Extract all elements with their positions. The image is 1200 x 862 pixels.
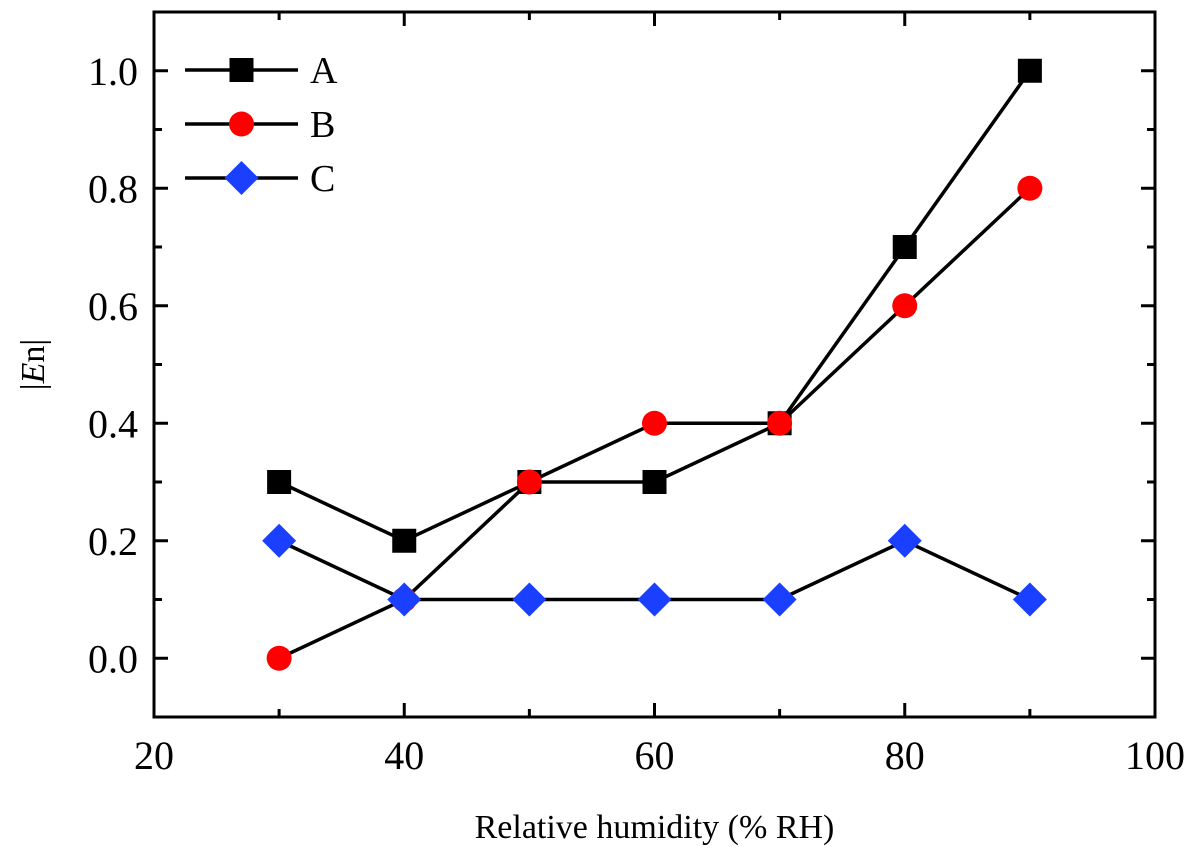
series-layer <box>262 58 1047 671</box>
x-tick-label: 60 <box>635 733 675 778</box>
y-axis-label: |En| <box>15 339 52 390</box>
series-a-point <box>392 528 417 553</box>
series-c-point <box>637 582 672 617</box>
series-a-point <box>892 235 917 259</box>
series-b-point <box>892 293 918 319</box>
tick-layer: 20 40 60 80 100 0.0 0.2 0.4 0.6 0.8 1.0 <box>88 10 1185 778</box>
x-tick-label: 20 <box>134 733 174 778</box>
y-tick-label: 0.6 <box>88 284 138 329</box>
legend: ABC <box>185 50 338 200</box>
series-c-point <box>512 582 547 617</box>
legend-c-label: C <box>310 158 335 200</box>
series-c-point <box>762 582 797 617</box>
series-a-point <box>267 470 292 494</box>
x-tick-label: 80 <box>885 733 925 778</box>
series-a-point <box>642 470 667 494</box>
y-axis-label-suffix: n| <box>15 339 52 363</box>
series-c-point <box>887 523 922 558</box>
series-b-point <box>642 410 667 436</box>
x-tick-label: 100 <box>1125 733 1185 778</box>
y-tick-label: 0.2 <box>88 519 138 564</box>
legend-c-marker <box>224 161 259 195</box>
series-c-point <box>1012 582 1047 617</box>
legend-b-label: B <box>310 104 335 146</box>
series-b-point <box>266 645 292 671</box>
y-tick-label: 0.8 <box>88 166 138 211</box>
series-b-point <box>767 410 793 436</box>
legend-a-label: A <box>310 50 338 92</box>
legend-b-marker <box>229 111 254 137</box>
y-axis-label-italic: E <box>15 362 52 384</box>
x-tick-label: 40 <box>384 733 424 778</box>
series-b-point <box>1017 175 1043 201</box>
legend-a-marker <box>229 58 254 82</box>
series-c-point <box>262 523 297 558</box>
y-tick-label: 0.0 <box>88 636 138 681</box>
y-tick-label: 0.4 <box>88 401 138 446</box>
series-c-point <box>387 582 422 617</box>
series-b-point <box>516 469 542 495</box>
y-tick-label: 1.0 <box>88 49 138 94</box>
plot-frame <box>152 10 1157 719</box>
x-axis-label: Relative humidity (% RH) <box>475 809 835 846</box>
y-axis-label-prefix: | <box>15 383 52 390</box>
series-a-point <box>1017 58 1042 83</box>
